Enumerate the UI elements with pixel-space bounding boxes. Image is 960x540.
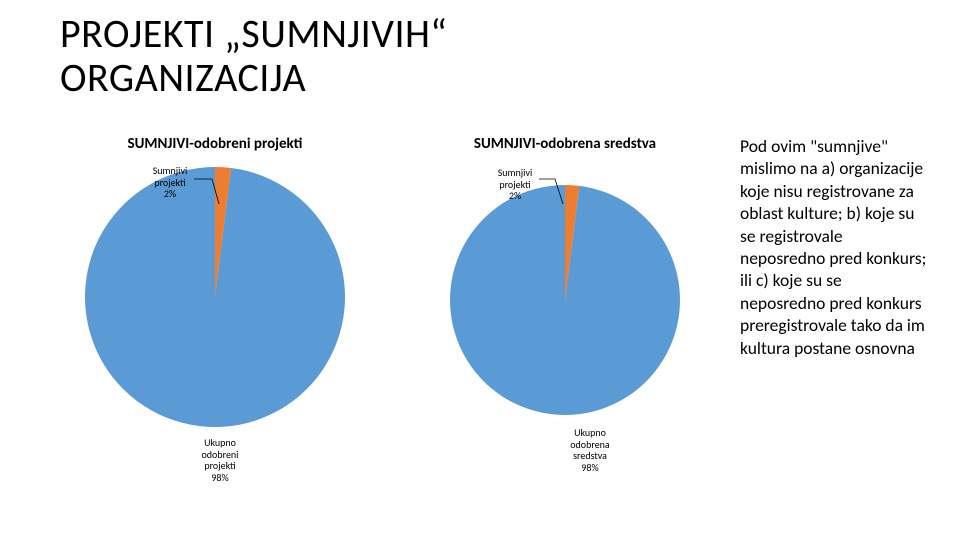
pie-chart-0 (85, 167, 345, 427)
pie-slice (450, 185, 680, 415)
slide: PROJEKTI „SUMNJIVIH“ ORGANIZACIJA SUMNJI… (0, 0, 960, 540)
body-paragraph: Pod ovim "sumnjive" mislimo na a) organi… (740, 135, 930, 359)
pie-slice (85, 167, 345, 427)
title-line-1: PROJEKTI „SUMNJIVIH“ (60, 9, 447, 58)
pie-chart-1 (450, 185, 680, 415)
page-title: PROJEKTI „SUMNJIVIH“ ORGANIZACIJA (60, 12, 447, 100)
chart-sredstva: SUMNJIVI-odobrena sredstva Sumnjivi proj… (410, 135, 720, 507)
callout-ukupno-0: Ukupno odobreni projekti 98% (185, 437, 255, 483)
callout-ukupno-1: Ukupno odobrena sredstva 98% (555, 427, 625, 473)
title-line-2: ORGANIZACIJA (60, 53, 306, 102)
charts-row: SUMNJIVI-odobreni projekti Sumnjivi proj… (60, 135, 720, 507)
chart-title-1: SUMNJIVI-odobrena sredstva (474, 135, 656, 153)
pie-wrap-0: Sumnjivi projekti 2% Ukupno odobreni pro… (85, 167, 345, 507)
pie-wrap-1: Sumnjivi projekti 2% Ukupno odobrena sre… (435, 167, 695, 507)
callout-sumnjivi-1: Sumnjivi projekti 2% (485, 167, 545, 202)
callout-sumnjivi-0: Sumnjivi projekti 2% (140, 165, 200, 200)
chart-projekti: SUMNJIVI-odobreni projekti Sumnjivi proj… (60, 135, 370, 507)
chart-title-0: SUMNJIVI-odobreni projekti (128, 135, 303, 153)
